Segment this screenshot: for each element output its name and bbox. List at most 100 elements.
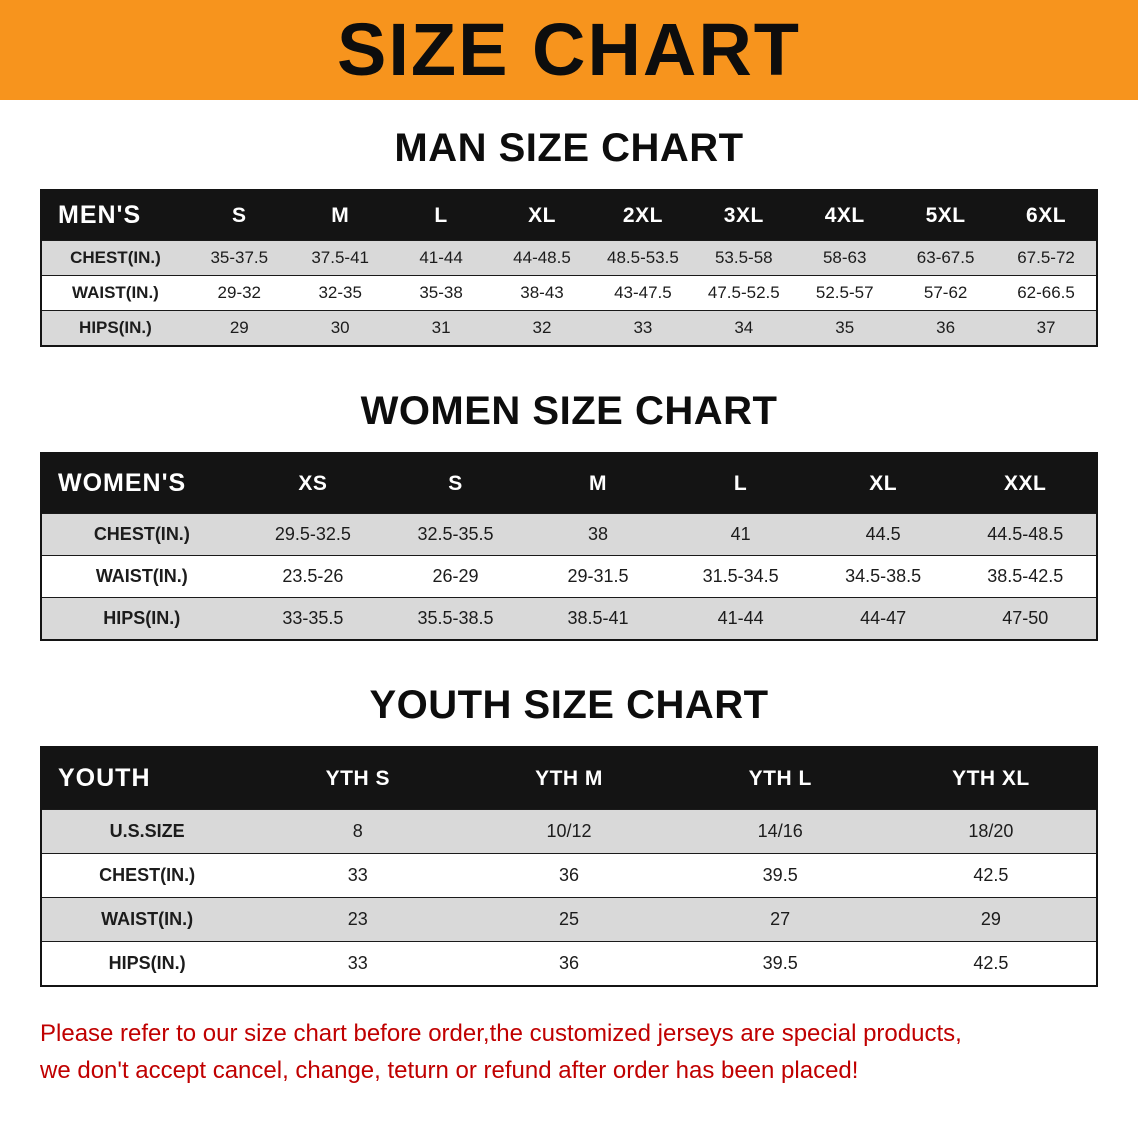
size-column-header: XXL [954,452,1097,514]
size-value: 37 [996,310,1097,346]
size-value: 41-44 [390,240,492,276]
size-value: 31 [390,310,492,346]
size-value: 32.5-35.5 [384,513,527,556]
size-value: 34.5-38.5 [811,555,955,598]
section-heading: MAN SIZE CHART [394,126,744,170]
size-chart-section: WOMEN SIZE CHART WOMEN'S XS S M L XL XXL CHEST(I… [0,389,1138,641]
size-value: 58-63 [794,240,896,276]
disclaimer-line: Please refer to our size chart before or… [40,1020,962,1047]
measurement-label: WAIST(IN.) [41,275,189,311]
size-column-header: 3XL [693,189,795,241]
size-chart-section: MAN SIZE CHART MEN'S S M L XL 2XL 3XL 4XL 5XL 6XL C… [0,126,1138,347]
table-category-header: WOMEN'S [41,452,242,514]
size-value: 35 [794,310,896,346]
size-value: 38.5-41 [526,597,670,640]
measurement-label: CHEST(IN.) [41,240,189,276]
table-row: WAIST(IN.) 29-32 32-35 35-38 38-43 43-47.5 47.… [41,275,1097,311]
size-column-header: 5XL [895,189,997,241]
disclaimer-line: we don't accept cancel, change, teturn o… [40,1057,859,1085]
size-value: 23 [252,897,464,942]
size-column-header: YTH M [463,746,675,810]
size-value: 34 [693,310,795,346]
measurement-label: HIPS(IN.) [41,597,242,640]
size-column-header: M [526,452,670,514]
table-row: CHEST(IN.) 33 36 39.5 42.5 [41,853,1097,898]
size-value: 29.5-32.5 [241,513,385,556]
size-column-header: XL [811,452,955,514]
section-heading: YOUTH SIZE CHART [369,683,769,727]
size-column-header: L [669,452,812,514]
size-table: WOMEN'S XS S M L XL XXL CHEST(IN.) 29.5-32.5 32.5… [40,452,1098,641]
size-value: 38 [526,513,670,556]
table-row: CHEST(IN.) 35-37.5 37.5-41 41-44 44-48.5 48.5… [41,240,1097,276]
size-column-header: 6XL [996,189,1097,241]
size-value: 33 [592,310,694,346]
size-value: 29-32 [188,275,290,311]
sections: MAN SIZE CHART MEN'S S M L XL 2XL 3XL 4XL 5XL 6XL C… [0,126,1138,987]
table-header-row: WOMEN'S XS S M L XL XXL [41,452,1097,514]
size-value: 10/12 [463,809,675,854]
size-value: 29 [188,310,290,346]
size-value: 43-47.5 [592,275,694,311]
size-chart-section: YOUTH SIZE CHART YOUTH YTH S YTH M YTH L YTH … [0,683,1138,987]
size-column-header: XL [491,189,593,241]
measurement-label: CHEST(IN.) [41,513,242,556]
size-value: 31.5-34.5 [669,555,812,598]
size-column-header: 2XL [592,189,694,241]
table-row: WAIST(IN.) 23 25 27 29 [41,897,1097,942]
measurement-label: HIPS(IN.) [41,941,253,986]
size-value: 44.5-48.5 [954,513,1097,556]
size-value: 36 [895,310,997,346]
size-value: 39.5 [674,941,886,986]
table-row: WAIST(IN.) 23.5-26 26-29 29-31.5 31.5-34.5 34… [41,555,1097,598]
measurement-label: WAIST(IN.) [41,897,253,942]
size-value: 26-29 [384,555,527,598]
size-value: 35.5-38.5 [384,597,527,640]
size-value: 18/20 [885,809,1097,854]
size-column-header: YTH S [252,746,464,810]
table-row: U.S.SIZE 8 10/12 14/16 18/20 [41,809,1097,854]
size-value: 52.5-57 [794,275,896,311]
page-title: SIZE CHART [337,8,801,91]
size-value: 27 [674,897,886,942]
size-value: 42.5 [885,853,1097,898]
disclaimer: Please refer to our size chart before or… [40,1015,1098,1089]
size-value: 36 [463,853,675,898]
size-column-header: M [289,189,391,241]
size-table: YOUTH YTH S YTH M YTH L YTH XL U.S.SIZE 8 10/12… [40,746,1098,987]
size-table: MEN'S S M L XL 2XL 3XL 4XL 5XL 6XL CHEST(IN.) 35-37… [40,189,1098,347]
measurement-label: CHEST(IN.) [41,853,253,898]
size-value: 25 [463,897,675,942]
table-row: HIPS(IN.) 33 36 39.5 42.5 [41,941,1097,986]
size-value: 8 [252,809,464,854]
measurement-label: WAIST(IN.) [41,555,242,598]
size-value: 47.5-52.5 [693,275,795,311]
table-row: CHEST(IN.) 29.5-32.5 32.5-35.5 38 41 44.5 44.5… [41,513,1097,556]
size-value: 62-66.5 [996,275,1097,311]
section-heading: WOMEN SIZE CHART [360,389,778,433]
size-value: 35-38 [390,275,492,311]
table-row: HIPS(IN.) 29 30 31 32 33 34 35 36 37 [41,310,1097,346]
size-value: 44.5 [811,513,955,556]
size-column-header: L [390,189,492,241]
size-value: 29 [885,897,1097,942]
size-value: 57-62 [895,275,997,311]
size-value: 63-67.5 [895,240,997,276]
size-value: 39.5 [674,853,886,898]
size-value: 41-44 [669,597,812,640]
table-header-row: MEN'S S M L XL 2XL 3XL 4XL 5XL 6XL [41,189,1097,241]
size-value: 47-50 [954,597,1097,640]
size-value: 32 [491,310,593,346]
table-header-row: YOUTH YTH S YTH M YTH L YTH XL [41,746,1097,810]
size-column-header: YTH XL [885,746,1097,810]
size-value: 44-48.5 [491,240,593,276]
size-value: 37.5-41 [289,240,391,276]
size-value: 32-35 [289,275,391,311]
size-column-header: S [188,189,290,241]
size-value: 33 [252,941,464,986]
table-category-header: YOUTH [41,746,253,810]
size-chart-banner: SIZE CHART [0,0,1138,100]
size-value: 36 [463,941,675,986]
size-value: 29-31.5 [526,555,670,598]
